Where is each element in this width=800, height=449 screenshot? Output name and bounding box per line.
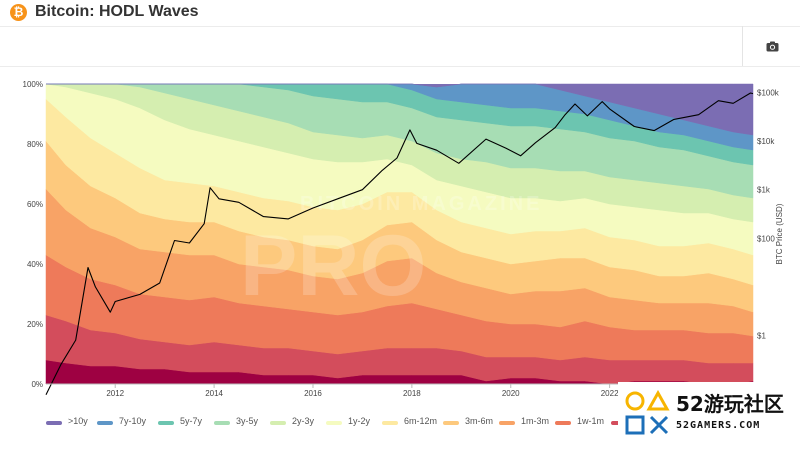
x-tick-label: 2012	[106, 389, 124, 398]
legend-swatch	[46, 421, 62, 425]
y-right-tick-label: $10k	[757, 137, 775, 146]
chart-legend: >10y 7y-10y 5y-7y 3y-5y 2y-3y 1y-2y 6m-12m 3m-6…	[46, 416, 704, 434]
watermark-brand: BITCOIN MAGAZINE	[300, 193, 542, 215]
y-right-tick-label: $1	[757, 331, 766, 340]
legend-swatch	[326, 421, 342, 425]
y-right-tick-label: $1k	[757, 186, 771, 195]
legend-label: >10y	[68, 416, 88, 426]
chart-watermark: BITCOIN MAGAZINE PRO	[240, 193, 542, 314]
y-left-tick-label: 20%	[27, 320, 43, 329]
y-left-tick-label: 80%	[27, 140, 43, 149]
price-line	[45, 92, 754, 396]
x-tick-label: 2020	[502, 389, 520, 398]
area-layer	[45, 83, 754, 385]
legend-label: 7y-10y	[119, 416, 147, 426]
legend-label: 1m-3m	[521, 416, 550, 426]
x-tick-label: 2018	[403, 389, 421, 398]
legend-label: 2y-3y	[292, 416, 315, 426]
y-left-tick-label: 60%	[27, 200, 43, 209]
y-right-tick-label: $100k	[757, 89, 780, 98]
watermark-pro: PRO	[240, 218, 426, 314]
x-tick-label: 2014	[205, 389, 223, 398]
y-right-axis-label: BTC Price (USD)	[775, 203, 784, 264]
legend-swatch	[555, 421, 571, 425]
band->10y	[46, 83, 754, 136]
page-title: Bitcoin: HODL Waves	[35, 3, 199, 20]
legend-label: 1w-1m	[577, 416, 605, 426]
legend-label: 5y-7y	[180, 416, 203, 426]
legend-label: 6m-12m	[404, 416, 438, 426]
x-tick-label: 2016	[304, 389, 322, 398]
y-left-tick-label: 100%	[23, 80, 43, 89]
y-left-tick-label: 0%	[31, 380, 43, 389]
legend-swatch	[382, 421, 398, 425]
watermark-title: 52游玩社区	[676, 392, 784, 416]
bitcoin-icon: ₿	[10, 4, 27, 21]
legend-swatch	[499, 421, 515, 425]
y-right-tick-label: $100	[757, 234, 775, 243]
legend-label: 1y-2y	[348, 416, 371, 426]
watermark-url: 52GAMERS.COM	[676, 420, 761, 431]
chart-toolbar	[0, 26, 800, 67]
legend-label: 3m-6m	[465, 416, 494, 426]
x-tick-label: 2022	[601, 389, 619, 398]
price-layer	[45, 92, 754, 396]
site-watermark: 52游玩社区 52GAMERS.COM	[618, 382, 800, 449]
hodl-waves-chart: BITCOIN MAGAZINE PRO 0% 20% 40% 60% 80% 100% 20…	[23, 80, 784, 398]
playstation-logo-icon	[625, 390, 670, 435]
y-left-tick-label: 40%	[27, 260, 43, 269]
camera-icon	[766, 41, 779, 52]
legend-swatch	[214, 421, 230, 425]
legend-swatch	[97, 421, 113, 425]
legend-swatch	[270, 421, 286, 425]
legend-label: 3y-5y	[236, 416, 259, 426]
chart-header: ₿ Bitcoin: HODL Waves	[0, 0, 800, 27]
legend-swatch	[158, 421, 174, 425]
download-image-button[interactable]	[742, 26, 800, 66]
legend-swatch	[443, 421, 459, 425]
